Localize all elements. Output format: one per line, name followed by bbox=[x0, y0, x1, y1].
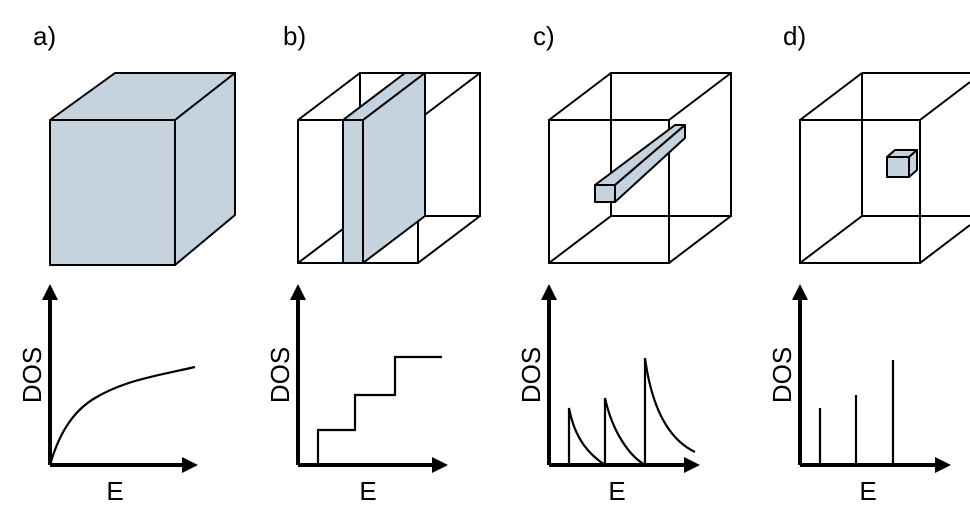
cube-wire bbox=[800, 73, 970, 263]
dos-steps bbox=[318, 357, 442, 465]
x-label: E bbox=[859, 476, 876, 505]
y-label: DOS bbox=[767, 347, 797, 403]
dos-spikes bbox=[820, 360, 893, 465]
x-label: E bbox=[608, 476, 625, 505]
slab-front bbox=[343, 120, 363, 263]
dos-curve bbox=[569, 358, 695, 465]
panel-label: a) bbox=[33, 21, 56, 51]
figure: a) DOS E b) DOS E c) DOS E d) bbox=[0, 0, 970, 505]
panel-label: b) bbox=[283, 21, 306, 51]
panel-a: a) DOS E bbox=[17, 21, 235, 505]
rod-front bbox=[595, 185, 615, 202]
x-label: E bbox=[106, 476, 123, 505]
y-label: DOS bbox=[17, 347, 47, 403]
cube-front bbox=[50, 120, 175, 265]
panel-d: d) DOS E bbox=[767, 21, 970, 505]
y-label: DOS bbox=[516, 347, 546, 403]
panel-label: d) bbox=[783, 21, 806, 51]
panel-label: c) bbox=[533, 21, 555, 51]
panel-c: c) DOS E bbox=[516, 21, 731, 505]
dos-curve bbox=[50, 367, 195, 465]
y-label: DOS bbox=[265, 347, 295, 403]
x-label: E bbox=[359, 476, 376, 505]
panel-b: b) DOS E bbox=[265, 21, 480, 505]
dot-front bbox=[887, 157, 909, 177]
